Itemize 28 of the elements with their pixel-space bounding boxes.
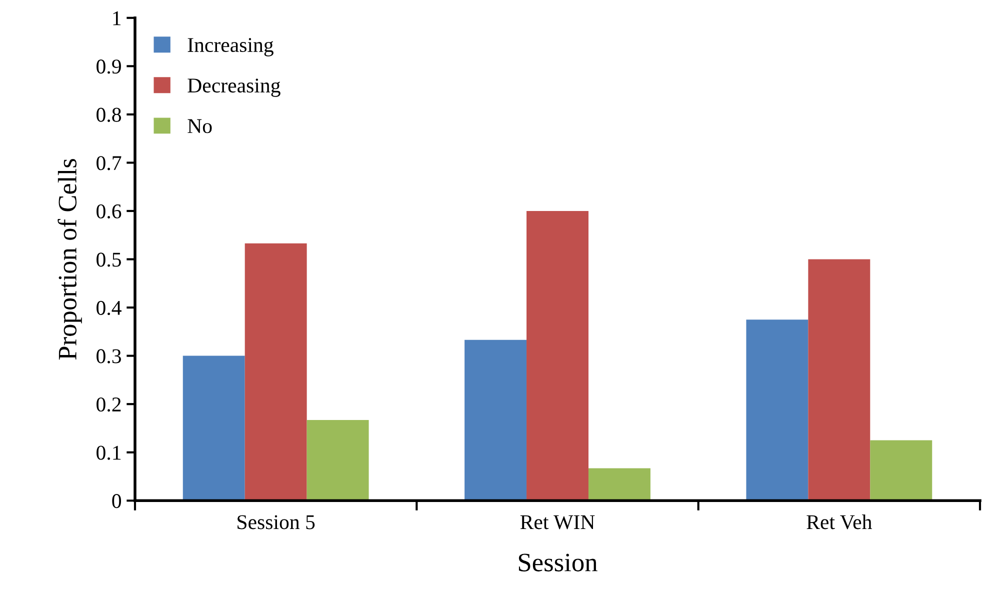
y-tick-label: 0.7: [96, 156, 122, 170]
y-tick-label: 0.4: [96, 300, 122, 316]
x-tick-label: Session 5: [238, 515, 315, 530]
y-tick-label: 0.2: [96, 397, 121, 412]
y-tick-label: 0.5: [96, 252, 121, 267]
bar: [244, 243, 307, 501]
y-tick-label: 1: [113, 11, 121, 26]
bar: [746, 320, 808, 501]
y-tick-label: 0.6: [96, 204, 122, 219]
y-tick-label: 0: [112, 494, 122, 508]
bar: [588, 468, 650, 501]
y-axis-title: Proportion of Cells: [58, 159, 82, 360]
y-tick-label: 0.1: [96, 446, 121, 460]
legend-label: No: [188, 119, 212, 134]
y-tick-label: 0.8: [96, 108, 122, 122]
y-tick-label: 0.3: [96, 349, 121, 364]
bar: [870, 440, 932, 501]
legend-label: Increasing: [188, 38, 274, 56]
y-tick-label: 0.9: [96, 60, 121, 74]
bar: [464, 340, 527, 501]
bar: [182, 356, 245, 501]
bar: [526, 210, 588, 501]
x-tick-label: Ret Veh: [806, 514, 872, 530]
x-axis-title: Session: [518, 554, 598, 572]
bar: [306, 420, 369, 501]
bar: [808, 259, 870, 501]
legend-label: Decreasing: [188, 78, 280, 97]
x-tick-label: Ret WIN: [520, 515, 595, 530]
